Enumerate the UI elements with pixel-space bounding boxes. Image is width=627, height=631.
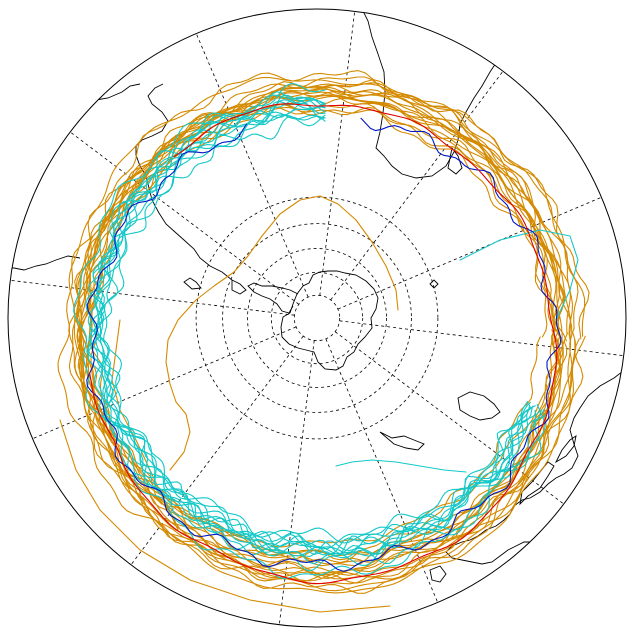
red-track [89,103,558,585]
alternate-track [87,83,536,556]
meridian-line [319,11,356,296]
alternate-track [88,94,549,555]
new-zealand-coastline [519,435,577,506]
trajectory-tracks [57,70,590,613]
alternate-track [335,459,467,473]
north-west-coastline [8,255,81,271]
latitude-circle [222,223,412,413]
ensemble-track [90,89,566,574]
ensemble-track [68,77,558,555]
blue-track [86,117,562,572]
latitude-circle [293,294,341,342]
ensemble-track [76,103,568,594]
tasmania-coastline [429,565,447,583]
meridian-line [195,33,309,298]
meridian-line [130,335,304,566]
meridian-line [10,279,295,316]
latitude-circle [270,271,364,365]
australia-coastline [445,367,626,565]
ensemble-track [165,195,399,471]
alternate-track [459,229,579,321]
ensemble-track [68,86,548,566]
antarctica-coastline [280,270,379,371]
alternate-track [87,102,531,565]
alternate-track [85,96,529,544]
alternate-track [73,94,531,550]
meridian-line [278,340,315,625]
ensemble-track [59,419,391,613]
antarctic-peninsula-coastline [247,282,299,314]
latitude-circle [195,196,439,440]
africa-coastline [359,9,503,179]
alternate-track [90,115,545,572]
meridian-line [330,70,504,301]
alternate-track [94,102,531,557]
latitude-circle [247,248,387,388]
alternate-track [93,91,534,558]
map-boundary [7,8,627,628]
ensemble-track [75,91,560,585]
kerguelen-coastline [429,279,439,289]
ensemble-track [85,94,564,594]
ice-shelf-coastline [379,391,501,451]
coastlines [8,9,626,583]
graticule [10,11,624,625]
madagascar-coastline [491,25,515,63]
